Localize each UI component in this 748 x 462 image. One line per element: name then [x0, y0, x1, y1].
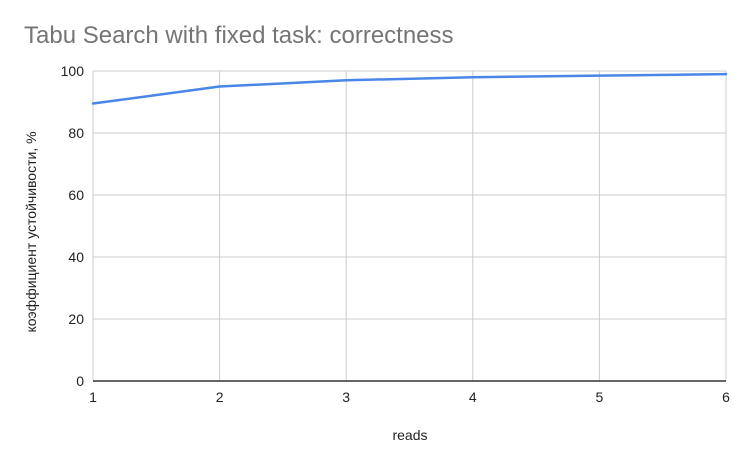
x-tick-label: 4: [469, 389, 477, 405]
x-axis-title: reads: [392, 427, 427, 443]
tick-labels: 0 20 40 60 80 100 1 2 3 4 5 6: [61, 63, 730, 405]
y-tick-label: 100: [61, 63, 85, 79]
x-tick-label: 3: [342, 389, 350, 405]
y-tick-label: 20: [68, 311, 84, 327]
y-axis-title: коэффициент устойчивости, %: [23, 131, 39, 332]
y-tick-label: 60: [68, 187, 84, 203]
y-tick-label: 40: [68, 249, 84, 265]
y-tick-label: 0: [76, 373, 84, 389]
gridlines: [92, 70, 727, 382]
y-tick-label: 80: [68, 125, 84, 141]
chart-title: Tabu Search with fixed task: correctness: [24, 22, 454, 49]
x-tick-label: 1: [89, 389, 97, 405]
series-lines: [91, 72, 728, 105]
x-tick-label: 2: [216, 389, 224, 405]
x-tick-label: 6: [722, 389, 730, 405]
x-tick-label: 5: [596, 389, 604, 405]
series-line-0: [91, 72, 728, 105]
